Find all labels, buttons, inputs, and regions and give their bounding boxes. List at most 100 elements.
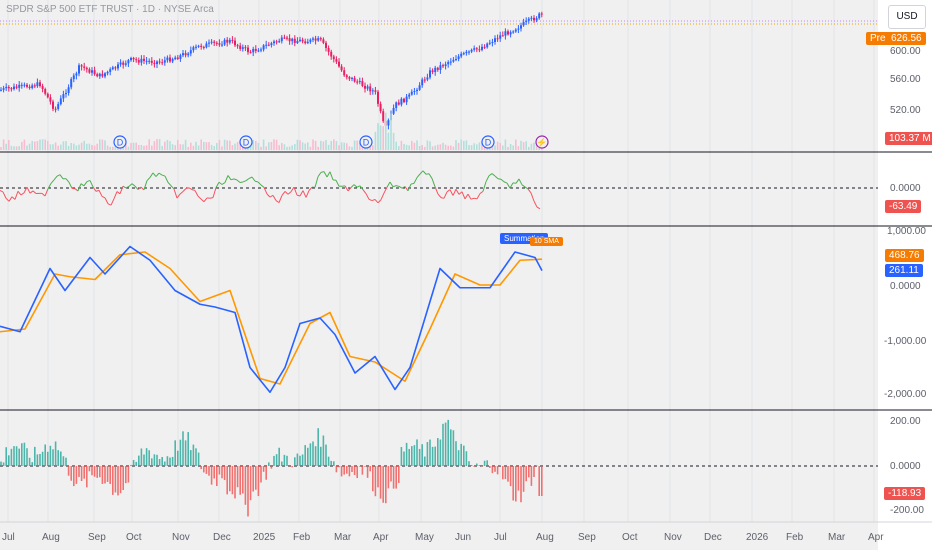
price-candle <box>278 41 280 42</box>
volume-bar <box>299 140 301 150</box>
volume-bar <box>133 143 135 150</box>
price-candle <box>450 62 452 63</box>
volume-bar <box>382 126 384 150</box>
time-axis-label: 2026 <box>746 532 768 543</box>
histogram-bar <box>112 466 114 495</box>
price-candle <box>497 38 499 39</box>
price-candle <box>114 67 116 68</box>
time-axis-label: 2025 <box>253 532 275 543</box>
price-candle <box>507 31 509 34</box>
histogram-bar <box>424 457 426 466</box>
volume-bar <box>109 147 111 150</box>
histogram-bar <box>247 466 249 516</box>
histogram-bar <box>414 445 416 466</box>
histogram-bar <box>291 466 293 467</box>
histogram-bar <box>55 441 57 466</box>
volume-bar <box>395 142 397 150</box>
volume-bar <box>312 140 314 150</box>
price-candle <box>247 48 249 53</box>
histogram-bar <box>437 438 439 466</box>
time-axis-label: Feb <box>786 532 803 543</box>
volume-bar <box>445 145 447 150</box>
histogram-bar <box>520 466 522 502</box>
histogram-bar <box>117 466 119 495</box>
price-candle <box>408 95 410 97</box>
histogram-bar <box>187 432 189 466</box>
histogram-bar <box>52 449 54 466</box>
price-candle <box>0 90 2 91</box>
histogram-bar <box>351 466 353 472</box>
time-axis-label: Nov <box>172 532 190 543</box>
volume-bar <box>297 140 299 150</box>
volume-bar <box>380 125 382 150</box>
price-candle <box>130 58 132 60</box>
volume-bar <box>518 146 520 150</box>
price-candle <box>481 47 483 50</box>
histogram-bar <box>107 466 109 482</box>
volume-bar <box>434 146 436 150</box>
histogram-bar <box>164 462 166 466</box>
volume-bar <box>26 146 28 150</box>
histogram-bar <box>419 449 421 466</box>
volume-bar <box>471 145 473 150</box>
pane4-axis-label: -200.00 <box>890 505 924 516</box>
volume-bar <box>523 142 525 150</box>
volume-bar <box>455 140 457 150</box>
volume-bar <box>52 144 54 150</box>
price-candle <box>83 67 85 68</box>
histogram-bar <box>159 459 161 466</box>
volume-bar <box>346 143 348 150</box>
oscillator-segment <box>240 182 243 183</box>
histogram-bar <box>523 466 525 492</box>
histogram-bar <box>47 452 49 466</box>
price-candle <box>140 59 142 63</box>
histogram-bar <box>265 466 267 480</box>
price-candle <box>70 79 72 87</box>
volume-bar <box>533 143 535 150</box>
histogram-bar <box>203 466 205 472</box>
volume-bar <box>505 140 507 150</box>
price-candle <box>255 49 257 51</box>
price-candle <box>398 102 400 104</box>
pane4-axis-label: 200.00 <box>890 416 921 427</box>
price-candle <box>65 93 67 94</box>
price-candle <box>304 41 306 43</box>
time-axis-label: Apr <box>373 532 389 543</box>
price-candle <box>434 68 436 72</box>
currency-button[interactable]: USD <box>888 5 926 29</box>
histogram-bar <box>320 447 322 466</box>
price-candle <box>523 22 525 25</box>
volume-bar <box>278 145 280 150</box>
histogram-bar <box>208 466 210 476</box>
volume-bar <box>351 147 353 150</box>
price-candle <box>439 65 441 70</box>
price-candle <box>538 14 540 19</box>
volume-bar <box>291 145 293 150</box>
oscillator-segment <box>411 183 414 184</box>
volume-bar <box>375 132 377 150</box>
volume-bar <box>356 141 358 150</box>
price-candle <box>359 81 361 82</box>
price-candle <box>216 43 218 44</box>
volume-bar <box>216 143 218 150</box>
histogram-bar <box>466 451 468 466</box>
volume-bar <box>130 143 132 150</box>
histogram-bar <box>281 462 283 466</box>
price-axis-label: 520.00 <box>890 105 921 116</box>
volume-bar <box>102 140 104 150</box>
volume-bar <box>479 143 481 150</box>
price-candle <box>354 78 356 82</box>
price-candle <box>312 38 314 39</box>
price-candle <box>190 50 192 53</box>
histogram-bar <box>440 440 442 466</box>
volume-bar <box>107 146 109 150</box>
price-candle <box>400 99 402 105</box>
price-candle <box>530 18 532 19</box>
price-candle <box>294 39 296 43</box>
histogram-bar <box>372 466 374 491</box>
volume-bar <box>260 147 262 150</box>
histogram-bar <box>525 466 527 481</box>
histogram-bar <box>193 445 195 466</box>
histogram-bar <box>190 450 192 466</box>
